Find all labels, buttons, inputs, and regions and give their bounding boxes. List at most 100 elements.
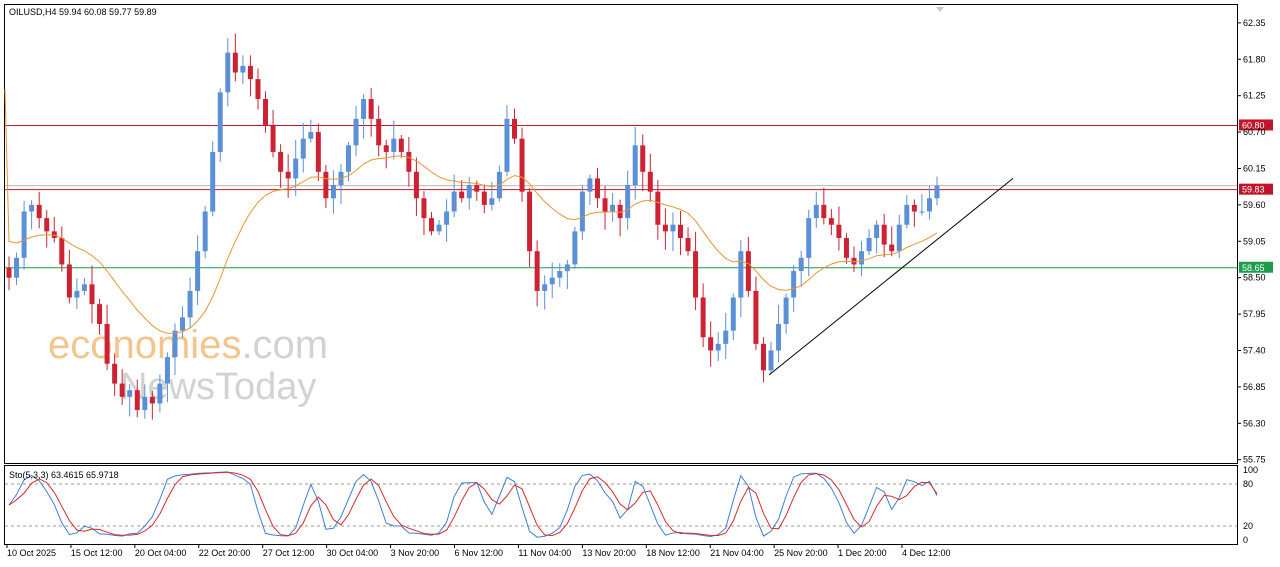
candle-body (700, 297, 706, 338)
candle-body (836, 224, 842, 238)
y-tick-label: 62.35 (1243, 18, 1266, 28)
candle-body (859, 251, 865, 265)
candle-body (511, 118, 517, 139)
candle-body (436, 224, 442, 232)
candle-body (919, 211, 925, 213)
candle-body (625, 185, 631, 219)
candle-body (934, 185, 940, 199)
y-tick-label: 57.40 (1243, 345, 1266, 355)
candle-body (549, 277, 555, 285)
level-tag-label: 58.65 (1242, 263, 1265, 273)
x-tick-label: 27 Oct 12:00 (263, 548, 315, 558)
moving-average-line (4, 89, 938, 334)
candle-body (6, 267, 12, 278)
x-tick-label: 25 Nov 20:00 (774, 548, 828, 558)
candle-body (557, 271, 563, 278)
level-tag-60.80 (1239, 119, 1273, 131)
candle-body (74, 290, 80, 298)
candle-body (610, 204, 616, 212)
candle-body (828, 218, 834, 225)
trendline[interactable] (768, 178, 1014, 376)
candle-body (602, 198, 608, 212)
stochastic-tick-label: 100 (1243, 465, 1258, 475)
candle-body (715, 343, 721, 351)
candle-body (730, 297, 736, 331)
x-tick-label: 4 Dec 12:00 (902, 548, 951, 558)
candle-body (481, 191, 487, 205)
candle-body (112, 363, 118, 384)
candle-body (210, 151, 216, 212)
candle-body (738, 251, 744, 298)
candle-body (451, 191, 457, 212)
x-tick-label: 13 Nov 20:00 (582, 548, 636, 558)
candle-body (119, 383, 125, 397)
candle-body (896, 224, 902, 252)
candle-body (474, 185, 480, 192)
candle-body (376, 118, 382, 146)
x-tick-label: 1 Dec 20:00 (838, 548, 887, 558)
candle-body (263, 98, 269, 126)
y-tick-label: 59.60 (1243, 200, 1266, 210)
y-tick-label: 59.05 (1243, 236, 1266, 246)
candle-body (51, 231, 57, 238)
candle-body (225, 52, 231, 93)
y-tick-label: 60.70 (1243, 127, 1266, 137)
candle-body (353, 118, 359, 146)
candle-body (519, 138, 525, 192)
candle-body (594, 178, 600, 199)
candle-body (308, 132, 314, 139)
candle-body (398, 138, 404, 152)
candle-body (655, 191, 661, 225)
candle-body (391, 138, 397, 152)
candle-body (104, 324, 110, 364)
y-tick-label: 60.15 (1243, 163, 1266, 173)
candle-body (172, 330, 178, 358)
stochastic-tick-label: 20 (1243, 521, 1253, 531)
candle-body (527, 191, 533, 252)
level-tag-label: 59.83 (1242, 185, 1265, 195)
candle-body (44, 218, 50, 232)
candle-body (685, 237, 691, 252)
stochastic-main-line (8, 471, 938, 538)
candle-body (66, 264, 72, 298)
candle-body (640, 145, 646, 172)
candle-body (466, 185, 472, 199)
candle-body (180, 317, 186, 331)
candle-body (444, 211, 450, 225)
candle-body (164, 357, 170, 384)
candle-body (745, 251, 751, 291)
scroll-marker-icon[interactable] (936, 7, 944, 12)
candle-body (753, 290, 759, 344)
candle-body (670, 224, 676, 232)
candle-body (81, 284, 87, 291)
watermark-newstoday: NewsToday (120, 366, 316, 408)
level-tag-58.65 (1239, 261, 1273, 273)
candle-body (564, 264, 570, 272)
candle-body (579, 191, 585, 232)
candle-body (21, 211, 27, 258)
candle-body (278, 151, 284, 172)
stochastic-frame (4, 465, 1238, 545)
candle-body (240, 65, 246, 73)
candle-body (217, 92, 223, 152)
candle-body (587, 178, 593, 192)
candle-body (489, 198, 495, 205)
level-tag-59.83 (1239, 183, 1273, 195)
y-tick-label: 56.30 (1243, 418, 1266, 428)
candle-body (383, 145, 389, 152)
candle-body (647, 171, 653, 192)
candle-body (142, 396, 148, 411)
candle-body (806, 218, 812, 258)
y-tick-label: 56.85 (1243, 382, 1266, 392)
candle-body (874, 224, 880, 238)
candle-body (368, 98, 374, 119)
candle-body (693, 251, 699, 298)
x-tick-label: 20 Oct 04:00 (135, 548, 187, 558)
candle-body (330, 185, 336, 199)
candle-body (798, 257, 804, 272)
stochastic-header: Sto(5,3,3) 63.4615 65.9718 (9, 470, 119, 480)
y-tick-label: 58.50 (1243, 273, 1266, 283)
candle-body (315, 132, 321, 172)
x-tick-label: 30 Oct 04:00 (327, 548, 379, 558)
